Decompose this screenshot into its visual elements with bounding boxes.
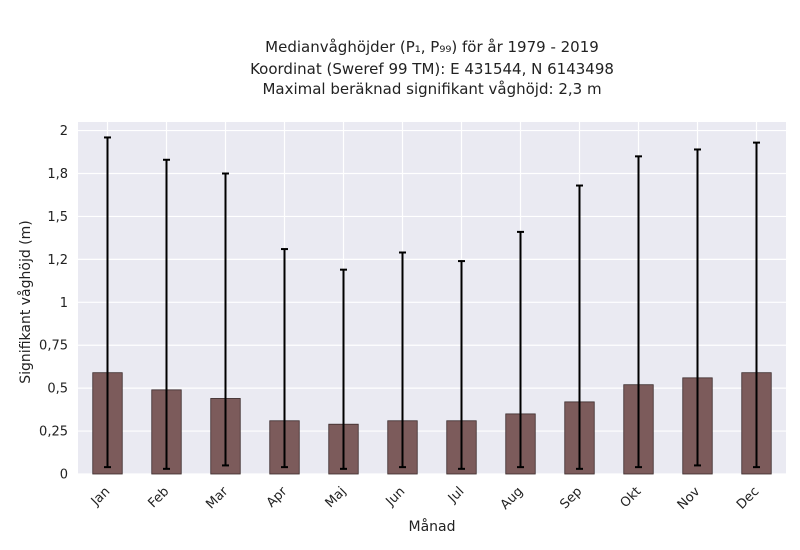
x-axis-ticks: Jan Feb Mar Apr Maj Jun Jul Aug Sep Okt Nov Dec <box>88 484 762 513</box>
chart-title: Medianvåghöjder (P₁, P₉₉) för år 1979 - … <box>250 38 614 98</box>
x-tick-label: Jun <box>383 484 409 510</box>
x-axis-label: Månad <box>409 518 456 535</box>
y-tick-label: 1,8 <box>47 167 68 182</box>
y-axis-ticks: 0 0,25 0,5 0,75 1 1,2 1,5 1,8 2 <box>39 124 68 482</box>
x-tick-label: Sep <box>557 484 585 512</box>
y-tick-label: 2 <box>60 124 68 139</box>
chart-title-line-3: Maximal beräknad signifikant våghöjd: 2,… <box>262 80 601 98</box>
x-tick-label: Okt <box>618 484 645 511</box>
x-tick-label: Aug <box>498 484 527 513</box>
y-tick-label: 1,5 <box>47 210 68 225</box>
y-tick-label: 1,2 <box>47 253 68 268</box>
x-tick-label: Mar <box>203 484 231 512</box>
x-tick-label: Jan <box>88 484 113 509</box>
x-tick-label: Maj <box>323 484 350 511</box>
y-tick-label: 1 <box>60 296 68 311</box>
x-tick-label: Feb <box>145 484 172 511</box>
y-tick-label: 0,5 <box>47 382 68 397</box>
y-tick-label: 0,25 <box>39 425 68 440</box>
error-bars <box>104 136 760 470</box>
x-tick-label: Apr <box>264 484 291 511</box>
plot-area <box>78 122 786 474</box>
x-tick-label: Dec <box>734 484 762 512</box>
y-tick-label: 0 <box>60 468 68 483</box>
chart-title-line-1: Medianvåghöjder (P₁, P₉₉) för år 1979 - … <box>265 38 599 56</box>
x-tick-label: Jul <box>445 484 467 506</box>
y-tick-label: 0,75 <box>39 339 68 354</box>
x-tick-label: Nov <box>675 484 704 513</box>
chart-title-line-2: Koordinat (Sweref 99 TM): E 431544, N 61… <box>250 60 614 78</box>
y-axis-label: Signifikant våghöjd (m) <box>17 220 34 383</box>
